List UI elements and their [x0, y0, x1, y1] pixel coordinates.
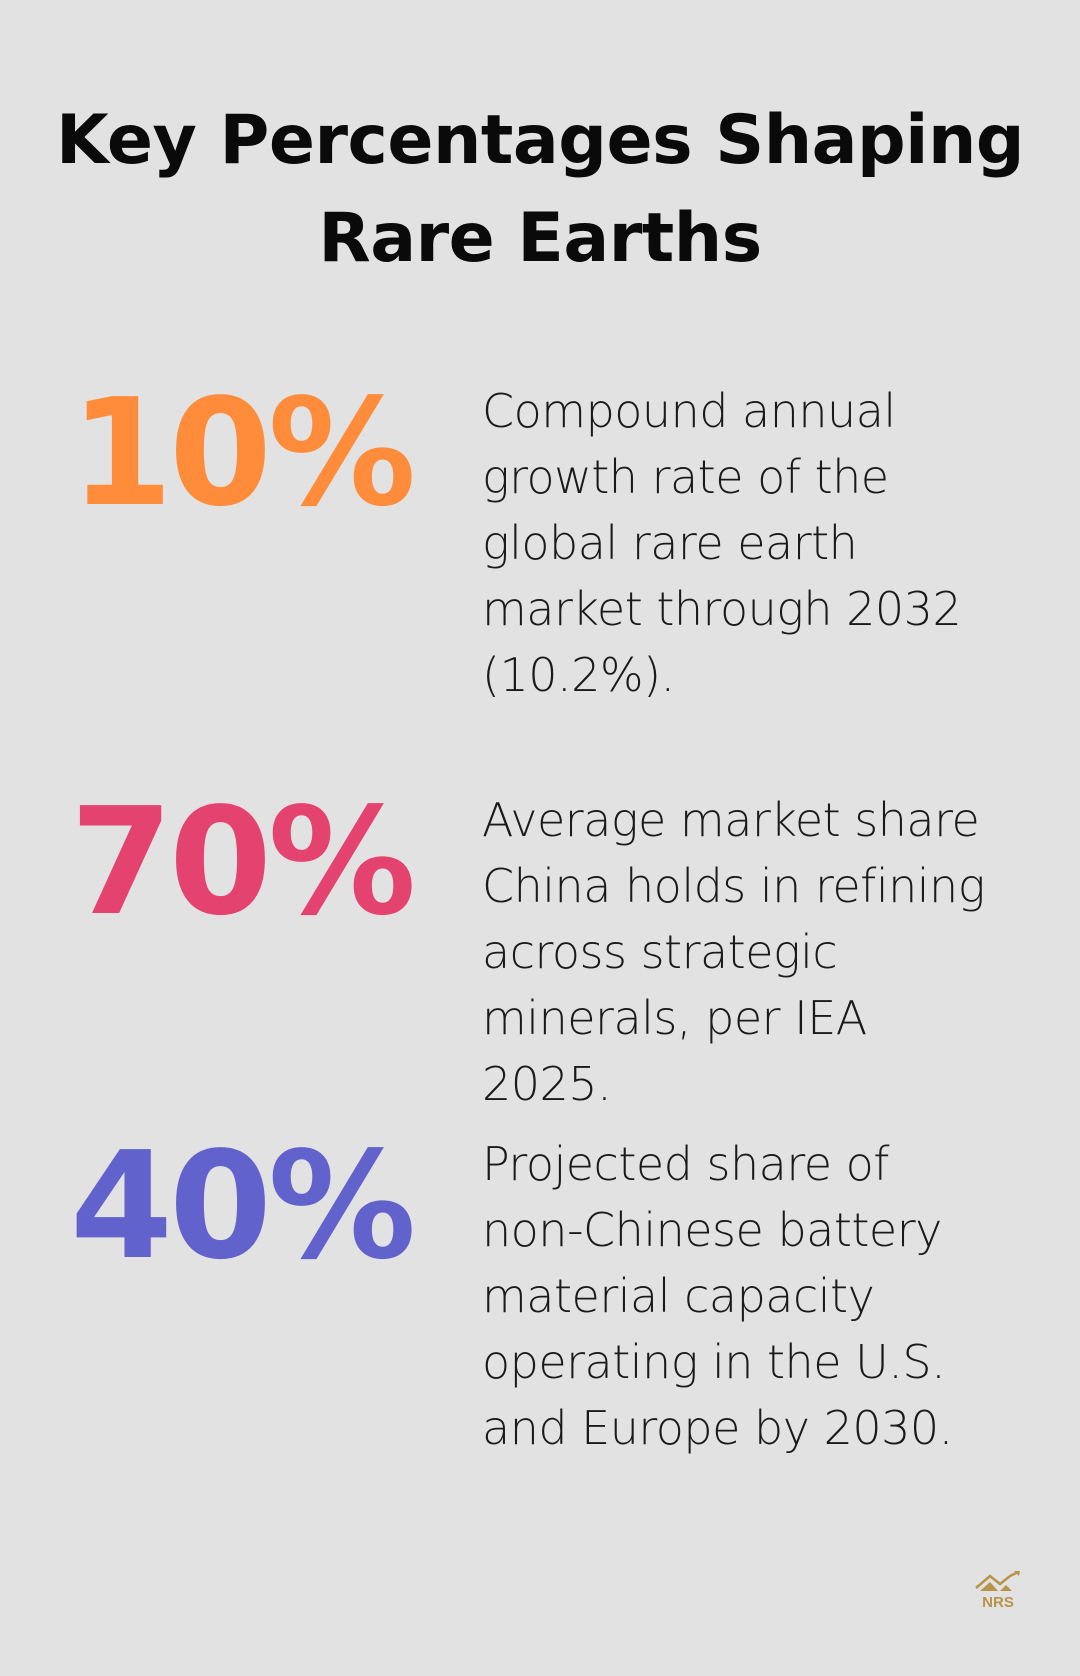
page-title: Key Percentages Shaping Rare Earths	[55, 101, 1025, 278]
stat-value: 40%	[70, 1120, 416, 1292]
nrs-logo: NRS	[972, 1570, 1024, 1611]
logo-mountain-icon: NRS	[975, 1570, 1020, 1611]
stat-description: Compound annual growth rate of the globa…	[482, 384, 962, 702]
stat-value: 10%	[70, 367, 416, 539]
stat-value: 70%	[70, 776, 416, 948]
stat-description: Projected share of non-Chinese battery m…	[482, 1137, 953, 1455]
svg-text:NRS: NRS	[982, 1594, 1014, 1610]
stat-description: Average market share China holds in refi…	[482, 793, 985, 1111]
